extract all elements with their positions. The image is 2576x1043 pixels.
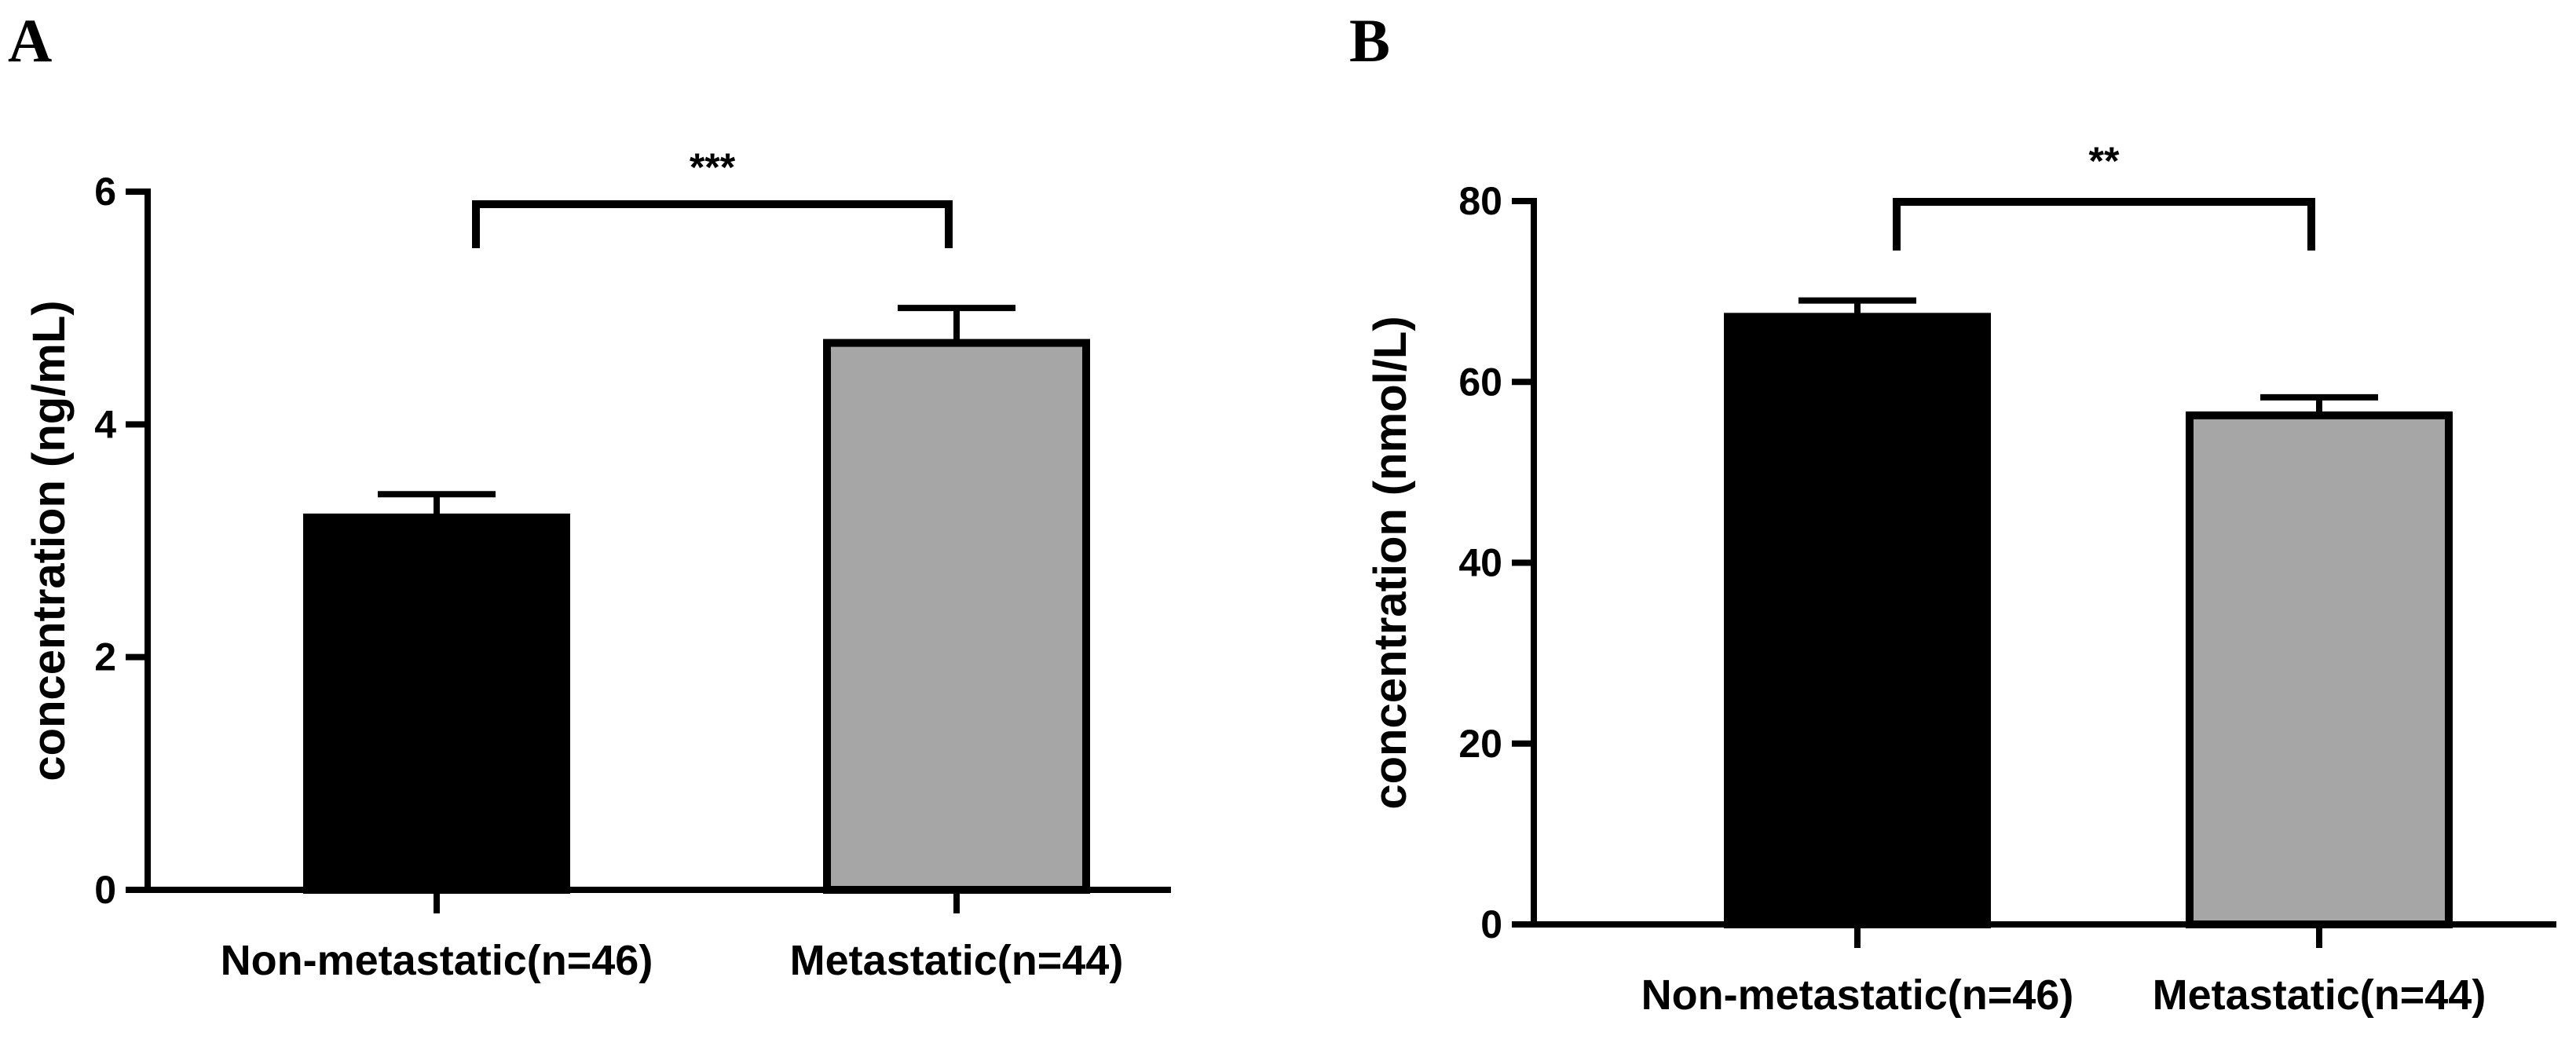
y-axis-title: concentration (nmol/L) <box>1365 316 1416 809</box>
x-category-label: Metastatic(n=44) <box>790 937 1124 984</box>
y-tick-label: 0 <box>94 868 116 912</box>
y-tick-label: 0 <box>1480 902 1502 946</box>
y-tick-label: 60 <box>1458 360 1502 404</box>
panel-b: B 0 20 40 60 80 Non-metastatic(n=46) Metastati… <box>1349 6 2556 1019</box>
bar-non-metastatic <box>303 513 570 894</box>
x-category-label: Non-metastatic(n=46) <box>221 937 653 984</box>
significance-label: ** <box>2089 139 2120 183</box>
x-category-label: Non-metastatic(n=46) <box>1641 972 2074 1019</box>
panel-a: A 0 2 4 6 Non-metastatic(n=46) Metastatic(n=4… <box>8 6 1171 984</box>
y-axis-title: concentration (ng/mL) <box>24 300 75 781</box>
panel-a-label: A <box>8 6 52 75</box>
significance-label: *** <box>690 145 736 189</box>
bar-non-metastatic <box>1724 313 1991 928</box>
panel-b-plot: 0 20 40 60 80 Non-metastatic(n=46) Metastatic(… <box>1365 139 2556 1019</box>
significance-bracket <box>1893 198 2315 251</box>
y-tick-label: 2 <box>94 635 116 679</box>
panel-b-label: B <box>1349 6 1390 75</box>
x-category-label: Metastatic(n=44) <box>2153 972 2486 1019</box>
panel-a-plot: 0 2 4 6 Non-metastatic(n=46) Metastatic(n=44)… <box>24 145 1171 984</box>
y-tick-label: 6 <box>94 170 116 214</box>
y-tick-label: 40 <box>1458 541 1502 585</box>
significance-bracket <box>472 200 953 248</box>
bar-metastatic <box>2186 411 2453 928</box>
bar-metastatic <box>823 339 1090 895</box>
y-tick-label: 80 <box>1458 179 1502 223</box>
y-tick-label: 20 <box>1458 722 1502 766</box>
y-tick-label: 4 <box>94 402 116 446</box>
